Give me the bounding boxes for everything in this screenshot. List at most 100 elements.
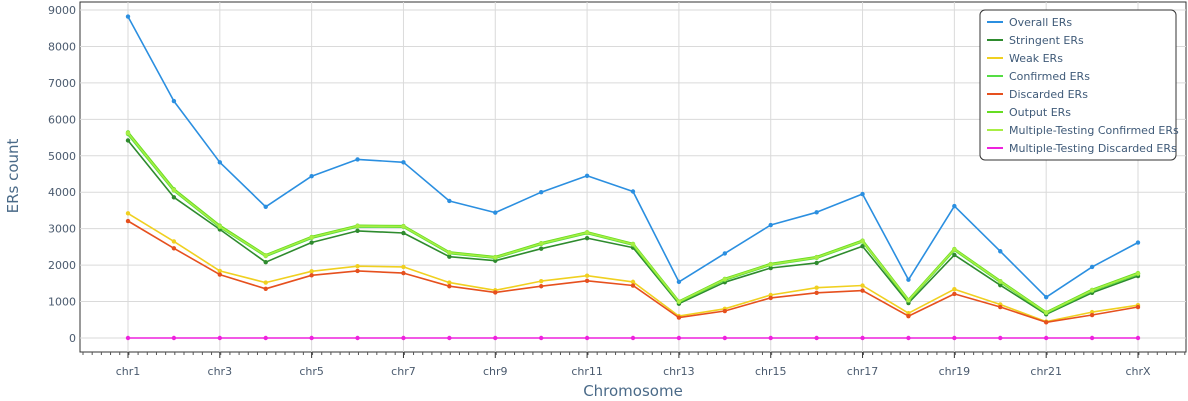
y-tick-label: 7000 (48, 77, 76, 90)
data-point (355, 335, 360, 341)
data-point (1135, 304, 1141, 310)
data-point (814, 290, 819, 296)
data-point (171, 187, 177, 193)
data-point (998, 249, 1003, 254)
data-point (309, 235, 314, 240)
x-tick-label: chr17 (847, 365, 879, 378)
data-point (309, 335, 314, 341)
data-point (125, 218, 131, 224)
data-point (768, 262, 773, 267)
data-point (125, 138, 131, 143)
data-point (401, 335, 406, 341)
data-point (998, 335, 1003, 341)
legend-label[interactable]: Output ERs (1009, 106, 1071, 119)
x-tick-label: chr21 (1030, 365, 1062, 378)
data-point (171, 335, 177, 341)
y-tick-label: 1000 (48, 296, 76, 309)
data-point (722, 277, 728, 282)
series-multiple-testing-discarded-ers (125, 335, 1141, 341)
legend-label[interactable]: Stringent ERs (1009, 34, 1084, 47)
data-point (584, 335, 590, 341)
data-point (1043, 320, 1049, 325)
y-tick-label: 4000 (48, 186, 76, 199)
data-point (263, 280, 268, 285)
data-point (722, 308, 728, 314)
data-point (952, 335, 957, 341)
data-point (1135, 240, 1141, 245)
data-point (584, 230, 590, 235)
legend-label[interactable]: Multiple-Testing Discarded ERs (1009, 142, 1177, 155)
y-axis-title: ERs count (4, 138, 22, 213)
data-point (1043, 294, 1049, 300)
data-point (814, 260, 819, 266)
series-lines (125, 14, 1141, 341)
legend-label[interactable]: Overall ERs (1009, 16, 1072, 29)
data-point (584, 173, 590, 179)
data-point (906, 335, 911, 341)
data-point (1135, 335, 1141, 341)
data-point (493, 290, 498, 295)
data-point (401, 230, 406, 236)
data-point (906, 313, 911, 319)
data-point (263, 335, 268, 341)
data-point (814, 210, 819, 215)
x-tick-label: chr11 (571, 365, 603, 378)
x-tick-label: chr1 (116, 365, 141, 378)
y-tick-label: 8000 (48, 40, 76, 53)
legend-label[interactable]: Confirmed ERs (1009, 70, 1090, 83)
data-point (860, 288, 865, 293)
data-point (125, 211, 131, 216)
data-point (676, 315, 682, 320)
data-point (1043, 335, 1049, 341)
data-point (906, 277, 911, 282)
data-point (538, 246, 544, 251)
data-point (309, 173, 314, 179)
x-tick-label: chr5 (299, 365, 324, 378)
data-point (630, 189, 636, 194)
y-tick-label: 2000 (48, 259, 76, 272)
data-point (263, 286, 268, 291)
data-point (263, 259, 268, 265)
data-point (263, 253, 268, 258)
series-discarded-ers (125, 218, 1141, 325)
data-point (309, 269, 314, 274)
data-point (998, 304, 1003, 310)
data-point (630, 335, 636, 341)
x-tick-label: chr13 (663, 365, 695, 378)
data-point (1043, 310, 1049, 315)
data-point (722, 251, 728, 256)
data-point (860, 335, 865, 341)
data-point (355, 157, 360, 162)
data-point (1089, 288, 1095, 293)
data-point (952, 291, 957, 297)
data-point (584, 235, 590, 241)
legend-label[interactable]: Multiple-Testing Confirmed ERs (1009, 124, 1179, 137)
data-point (538, 190, 544, 195)
legend-label[interactable]: Discarded ERs (1009, 88, 1088, 101)
legend-label[interactable]: Weak ERs (1009, 52, 1063, 65)
x-tick-label: chr9 (483, 365, 508, 378)
data-point (538, 335, 544, 341)
data-point (630, 283, 636, 288)
x-tick-label: chr15 (755, 365, 787, 378)
data-point (401, 224, 406, 229)
data-point (217, 335, 223, 341)
data-point (217, 224, 223, 229)
data-point (309, 240, 314, 245)
data-point (125, 130, 131, 136)
data-point (768, 335, 773, 341)
data-point (125, 335, 131, 341)
data-point (263, 204, 268, 209)
data-point (676, 299, 682, 304)
data-point (768, 295, 773, 301)
data-point (1089, 335, 1095, 341)
data-point (1089, 312, 1095, 318)
data-point (217, 272, 223, 277)
data-point (447, 254, 452, 259)
data-point (952, 252, 957, 258)
data-point (171, 195, 177, 200)
legend[interactable]: Overall ERs Stringent ERs Weak ERs Confirme… (979, 9, 1179, 161)
data-point (814, 255, 819, 260)
data-point (538, 241, 544, 246)
